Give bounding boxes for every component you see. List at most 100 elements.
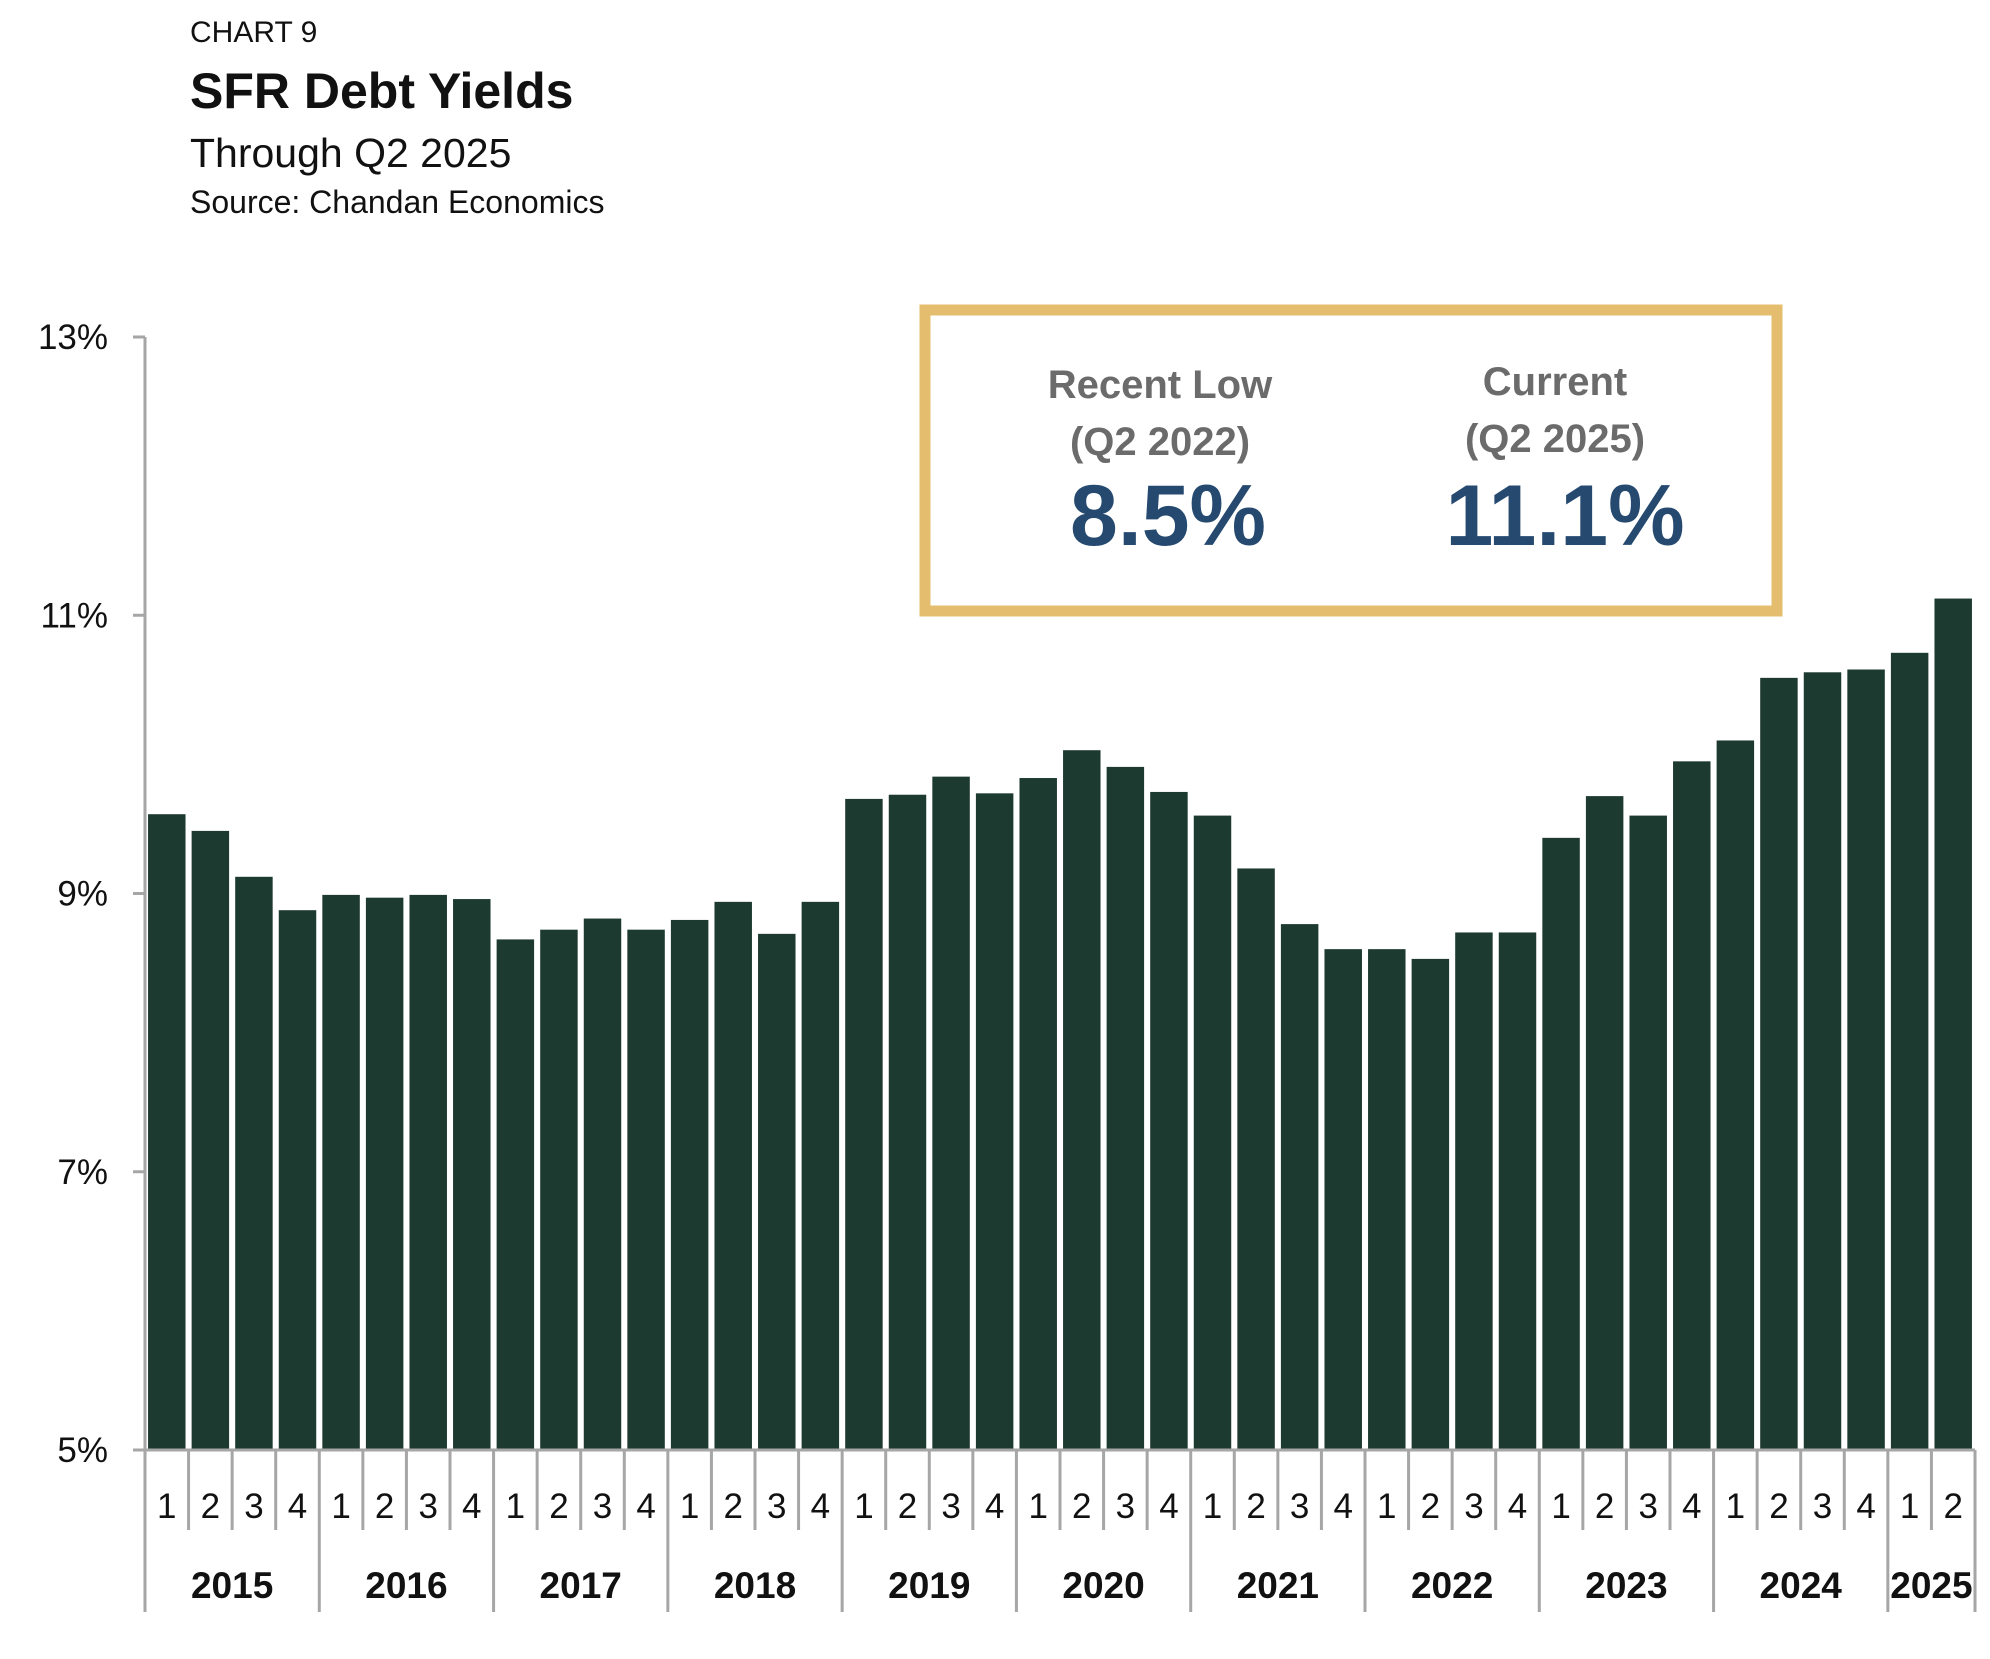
bar (365, 897, 404, 1450)
quarter-label: 2 (375, 1487, 394, 1526)
year-label: 2020 (1062, 1565, 1144, 1606)
bar (278, 910, 317, 1450)
quarter-label: 1 (1377, 1487, 1396, 1526)
chart-source: Source: Chandan Economics (190, 184, 605, 220)
bar (1890, 652, 1929, 1450)
bar (1934, 598, 1972, 1450)
bar (1237, 868, 1275, 1450)
quarter-label: 2 (1769, 1487, 1788, 1526)
quarter-label: 1 (1203, 1487, 1222, 1526)
quarter-label: 3 (767, 1487, 786, 1526)
bar (888, 794, 927, 1450)
bar (148, 814, 186, 1450)
bar (453, 899, 491, 1450)
quarter-label: 4 (1159, 1487, 1178, 1526)
year-label: 2023 (1585, 1565, 1667, 1606)
bar (670, 919, 709, 1450)
quarter-label: 3 (1813, 1487, 1832, 1526)
quarter-label: 2 (549, 1487, 568, 1526)
bar (1716, 740, 1755, 1450)
y-tick-label: 13% (38, 318, 108, 357)
year-label: 2024 (1760, 1565, 1843, 1606)
y-tick-label: 9% (57, 875, 108, 914)
quarter-label: 1 (854, 1487, 873, 1526)
bar (758, 933, 796, 1450)
bar (409, 894, 447, 1450)
quarter-label: 2 (1595, 1487, 1614, 1526)
quarter-label: 2 (723, 1487, 742, 1526)
quarter-label: 1 (506, 1487, 525, 1526)
quarter-label: 2 (1072, 1487, 1091, 1526)
bar (1760, 677, 1798, 1450)
current-heading: Current (1483, 360, 1627, 404)
bar (975, 793, 1014, 1450)
year-label: 2015 (191, 1565, 273, 1606)
chart-subtitle: Through Q2 2025 (190, 130, 512, 176)
quarter-label: 1 (1900, 1487, 1919, 1526)
bar (932, 776, 970, 1450)
bar (1063, 750, 1101, 1450)
bar (1368, 949, 1406, 1450)
current-value: 11.1% (1445, 468, 1684, 564)
quarter-label: 2 (201, 1487, 220, 1526)
callout-box: Recent Low (Q2 2022) 8.5% Current (Q2 20… (919, 304, 1783, 617)
bar (1193, 815, 1232, 1450)
quarter-label: 1 (331, 1487, 350, 1526)
bar (1324, 949, 1362, 1450)
quarter-label: 3 (1290, 1487, 1309, 1526)
year-label: 2021 (1237, 1565, 1319, 1606)
quarter-label: 4 (636, 1487, 655, 1526)
quarter-label: 4 (462, 1487, 481, 1526)
quarter-label: 4 (811, 1487, 830, 1526)
current-period: (Q2 2025) (1465, 417, 1645, 461)
year-label: 2016 (365, 1565, 447, 1606)
quarter-label: 4 (288, 1487, 307, 1526)
bar (322, 894, 360, 1450)
recent-low-value: 8.5% (1070, 468, 1266, 564)
quarter-label: 1 (1551, 1487, 1570, 1526)
bar (1411, 958, 1450, 1450)
bar (235, 876, 273, 1450)
quarter-label: 1 (1028, 1487, 1047, 1526)
quarter-label: 2 (898, 1487, 917, 1526)
bar (540, 929, 578, 1450)
quarter-label: 1 (1726, 1487, 1745, 1526)
bar (1803, 672, 1842, 1450)
bar (801, 901, 840, 1450)
quarter-label: 3 (1638, 1487, 1657, 1526)
y-tick-label: 5% (57, 1431, 108, 1470)
quarter-label: 2 (1943, 1487, 1962, 1526)
bar-series (148, 598, 1972, 1450)
quarter-label: 3 (418, 1487, 437, 1526)
chart-label: CHART 9 (190, 16, 318, 49)
quarter-label: 4 (1508, 1487, 1527, 1526)
y-tick-label: 7% (57, 1153, 108, 1192)
quarter-label: 4 (1856, 1487, 1875, 1526)
quarter-label: 3 (593, 1487, 612, 1526)
bar (1150, 791, 1188, 1450)
quarter-label: 2 (1421, 1487, 1440, 1526)
chart-title: SFR Debt Yields (190, 63, 574, 119)
quarter-label: 2 (1246, 1487, 1265, 1526)
quarter-label: 4 (1682, 1487, 1701, 1526)
y-axis: 5% 7% 9% 11% 13% (38, 318, 147, 1470)
bar (583, 918, 622, 1450)
year-label: 2017 (540, 1565, 622, 1606)
bar (1673, 761, 1711, 1450)
quarter-label: 3 (941, 1487, 960, 1526)
bar (627, 929, 665, 1450)
bar (1498, 932, 1537, 1450)
bar (1280, 924, 1319, 1450)
bar (714, 901, 752, 1450)
recent-low-period: (Q2 2022) (1070, 420, 1250, 464)
quarter-label: 3 (1464, 1487, 1483, 1526)
bar (1629, 815, 1667, 1450)
recent-low-heading: Recent Low (1048, 363, 1273, 407)
bar (496, 939, 535, 1450)
quarter-label: 4 (985, 1487, 1004, 1526)
quarter-label: 1 (680, 1487, 699, 1526)
bar (1585, 796, 1624, 1450)
year-label: 2018 (714, 1565, 796, 1606)
bar (191, 830, 230, 1450)
